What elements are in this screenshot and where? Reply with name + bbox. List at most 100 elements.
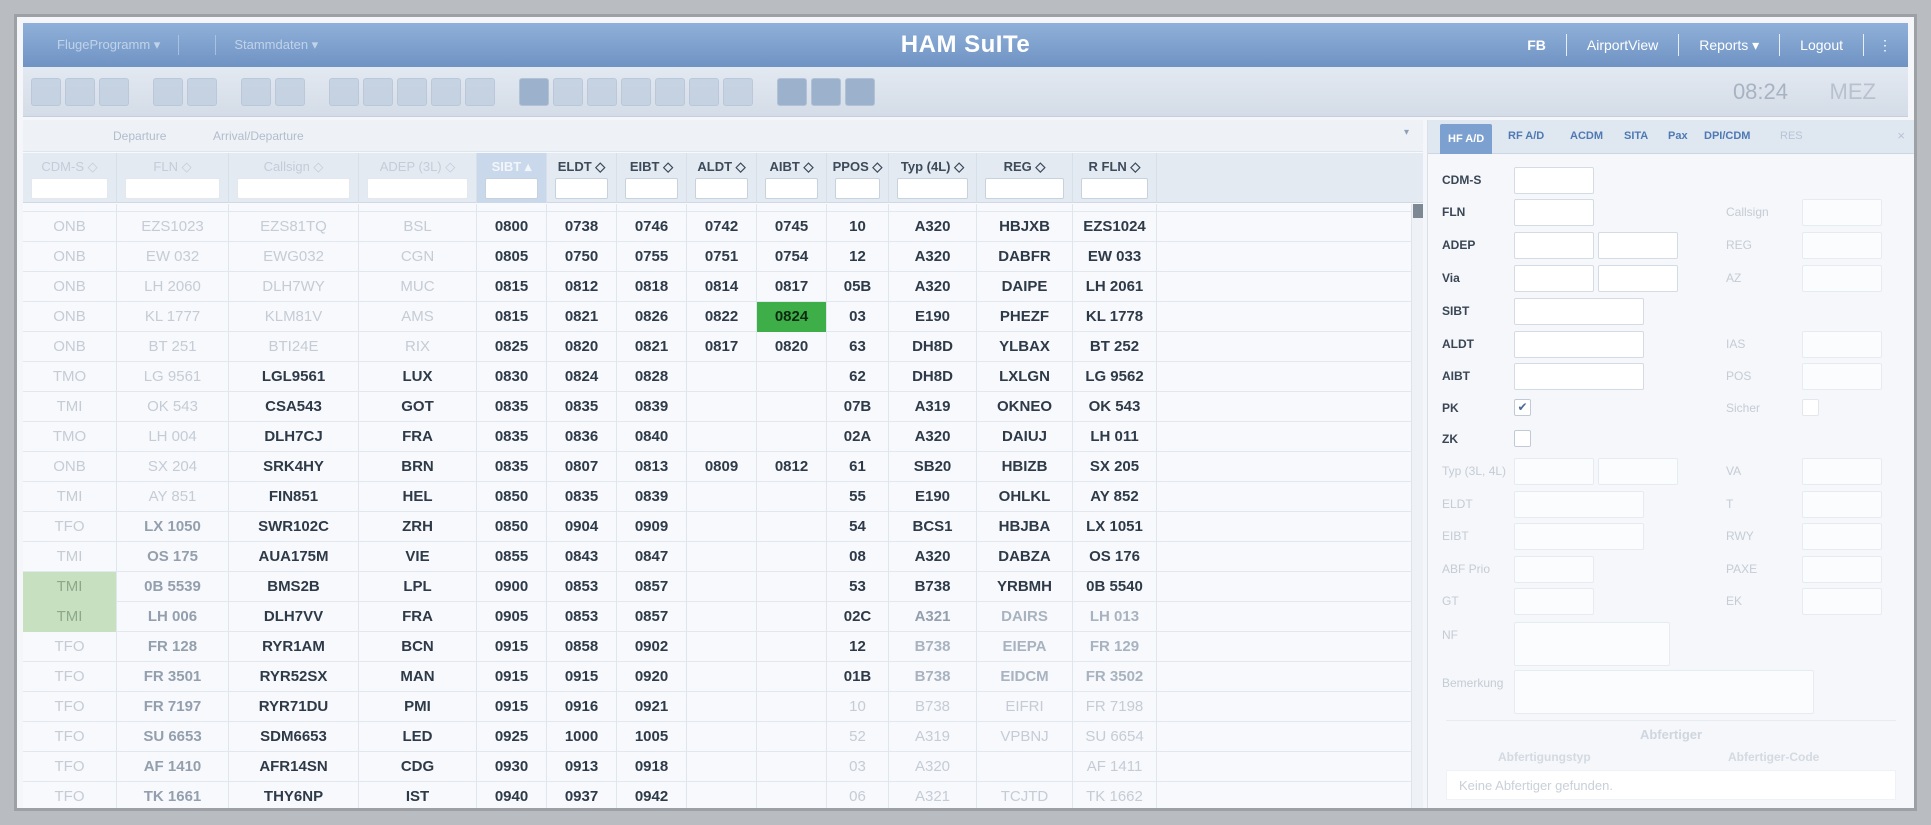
table-row[interactable]: ONB SX 204 SRK4HY BRN 0835 0807 0813 0809 0812 61…	[23, 452, 1413, 482]
toolbar-tool-button[interactable]	[275, 78, 305, 106]
toolbar-tool-button[interactable]	[689, 78, 719, 106]
field-input[interactable]	[1514, 556, 1594, 583]
toolbar-tool-button[interactable]	[811, 78, 841, 106]
table-row[interactable]: TMI OS 175 AUA175M VIE 0855 0843 0847 08 A320 DAB…	[23, 542, 1413, 572]
field-input[interactable]	[1802, 363, 1882, 390]
column-header-label[interactable]: FLN ◇	[153, 159, 192, 174]
panel-tab[interactable]: HF A/D	[1440, 124, 1493, 154]
sub-header[interactable]: Abfertiger-Code	[1728, 750, 1820, 764]
column-header[interactable]: CDM-S ◇	[23, 153, 117, 203]
toolbar-settings-button[interactable]	[329, 78, 359, 106]
sub-header[interactable]: Abfertigungstyp	[1498, 750, 1591, 764]
menu-airportview[interactable]: AirportView	[1586, 37, 1659, 53]
column-header[interactable]: Callsign ◇	[229, 153, 359, 203]
toolbar-grid-button[interactable]	[519, 78, 549, 106]
toolbar-forward-button[interactable]	[99, 78, 129, 106]
panel-tab[interactable]: RF A/D	[1508, 130, 1545, 142]
menu-reports[interactable]: Reports ▾	[1699, 36, 1760, 53]
toolbar-tool-button[interactable]	[845, 78, 875, 106]
field-input[interactable]	[1514, 232, 1594, 259]
toolbar-tool-button[interactable]	[655, 78, 685, 106]
field-input[interactable]	[1598, 265, 1678, 292]
field-input[interactable]	[1514, 458, 1594, 485]
field-input[interactable]	[1802, 458, 1882, 485]
field-input[interactable]	[1802, 331, 1882, 358]
table-row[interactable]: TMI 0B 5539 BMS2B LPL 0900 0853 0857 53 B738 YRBM…	[23, 572, 1413, 602]
column-header[interactable]: AIBT ◇	[757, 153, 827, 203]
tab-arrival-departure[interactable]: Arrival/Departure	[213, 129, 304, 143]
panel-tab[interactable]: ACDM	[1570, 130, 1603, 142]
more-icon[interactable]: ⋮	[1878, 36, 1892, 53]
column-filter-input[interactable]	[237, 178, 350, 199]
toolbar-tool-button[interactable]	[431, 78, 461, 106]
field-input[interactable]	[1514, 363, 1644, 390]
column-header-label[interactable]: REG ◇	[1003, 159, 1046, 174]
column-filter-input[interactable]	[125, 178, 220, 199]
column-header-label[interactable]: ELDT ◇	[557, 159, 606, 174]
field-input[interactable]	[1514, 588, 1594, 615]
column-header[interactable]: REG ◇	[977, 153, 1073, 203]
column-filter-input[interactable]	[835, 178, 880, 199]
field-input[interactable]	[1598, 232, 1678, 259]
column-header[interactable]: ELDT ◇	[547, 153, 617, 203]
toolbar-tool-button[interactable]	[587, 78, 617, 106]
column-header-label[interactable]: EIBT ◇	[629, 159, 674, 174]
column-header[interactable]: PPOS ◇	[827, 153, 889, 203]
panel-tab[interactable]: RES	[1780, 130, 1803, 142]
table-row[interactable]: TFO AF 1410 AFR14SN CDG 0930 0913 0918 03 A320 AF…	[23, 752, 1413, 782]
column-filter-input[interactable]	[555, 178, 608, 199]
field-input[interactable]	[1802, 491, 1882, 518]
table-row[interactable]: TMI LH 006 DLH7VV FRA 0905 0853 0857 02C A321 DAI…	[23, 602, 1413, 632]
column-header-label[interactable]: R FLN ◇	[1088, 159, 1141, 174]
table-row[interactable]: TFO FR 7197 RYR71DU PMI 0915 0916 0921 10 B738 EI…	[23, 692, 1413, 722]
column-filter-input[interactable]	[367, 178, 468, 199]
table-row[interactable]: ONB BT 251 BTI24E RIX 0825 0820 0821 0817 0820 63…	[23, 332, 1413, 362]
toolbar-home-button[interactable]	[65, 78, 95, 106]
field-input[interactable]	[1514, 331, 1644, 358]
scrollbar-thumb[interactable]	[1413, 204, 1423, 218]
column-header-label[interactable]: AIBT ◇	[769, 159, 814, 174]
field-input[interactable]	[1598, 458, 1678, 485]
field-input[interactable]	[1514, 199, 1594, 226]
toolbar-tool-button[interactable]	[553, 78, 583, 106]
table-row[interactable]: TFO TK 1661 THY6NP IST 0940 0937 0942 06 A321 TCJ…	[23, 782, 1413, 808]
column-header[interactable]: SIBT ▴	[477, 153, 547, 203]
column-filter-input[interactable]	[985, 178, 1064, 199]
grid-scrollbar[interactable]	[1411, 204, 1423, 808]
table-row[interactable]: ONB EZS1023 EZS81TQ BSL 0800 0738 0746 0742 0745…	[23, 212, 1413, 242]
toolbar-tool-button[interactable]	[153, 78, 183, 106]
column-header[interactable]: EIBT ◇	[617, 153, 687, 203]
toolbar-tool-button[interactable]	[777, 78, 807, 106]
field-input[interactable]	[1514, 491, 1644, 518]
zk-checkbox[interactable]	[1514, 430, 1531, 447]
table-row[interactable]: ONB EW 032 EWG032 CGN 0805 0750 0755 0751 0754 12…	[23, 242, 1413, 272]
column-filter-input[interactable]	[31, 178, 108, 199]
field-input[interactable]	[1514, 265, 1594, 292]
column-header-label[interactable]: PPOS ◇	[832, 159, 883, 174]
column-header-label[interactable]: ALDT ◇	[697, 159, 746, 174]
column-header-label[interactable]: ADEP (3L) ◇	[379, 159, 456, 174]
menu-stammdaten[interactable]: Stammdaten ▾	[234, 37, 319, 52]
table-row[interactable]	[23, 204, 1413, 212]
field-input[interactable]	[1802, 199, 1882, 226]
field-input[interactable]	[1802, 556, 1882, 583]
table-row[interactable]: TFO LX 1050 SWR102C ZRH 0850 0904 0909 54 BCS1 HB…	[23, 512, 1413, 542]
pk-checkbox[interactable]: ✔	[1514, 399, 1531, 416]
column-header[interactable]: R FLN ◇	[1073, 153, 1157, 203]
table-row[interactable]: TMO LH 004 DLH7CJ FRA 0835 0836 0840 02A A320 DAI…	[23, 422, 1413, 452]
toolbar-tool-button[interactable]	[397, 78, 427, 106]
toolbar-back-button[interactable]	[31, 78, 61, 106]
column-filter-input[interactable]	[1081, 178, 1148, 199]
field-input[interactable]	[1802, 523, 1882, 550]
column-filter-input[interactable]	[897, 178, 968, 199]
table-row[interactable]: TMO LG 9561 LGL9561 LUX 0830 0824 0828 62 DH8D LX…	[23, 362, 1413, 392]
column-filter-input[interactable]	[695, 178, 748, 199]
chevron-down-icon[interactable]: ▾	[1403, 127, 1409, 138]
toolbar-tool-button[interactable]	[723, 78, 753, 106]
column-header-label[interactable]: Callsign ◇	[263, 159, 324, 174]
column-header[interactable]: ADEP (3L) ◇	[359, 153, 477, 203]
column-filter-input[interactable]	[625, 178, 678, 199]
sicher-checkbox[interactable]	[1802, 399, 1819, 416]
menu-fb[interactable]: FB	[1527, 37, 1546, 53]
toolbar-tool-button[interactable]	[621, 78, 651, 106]
